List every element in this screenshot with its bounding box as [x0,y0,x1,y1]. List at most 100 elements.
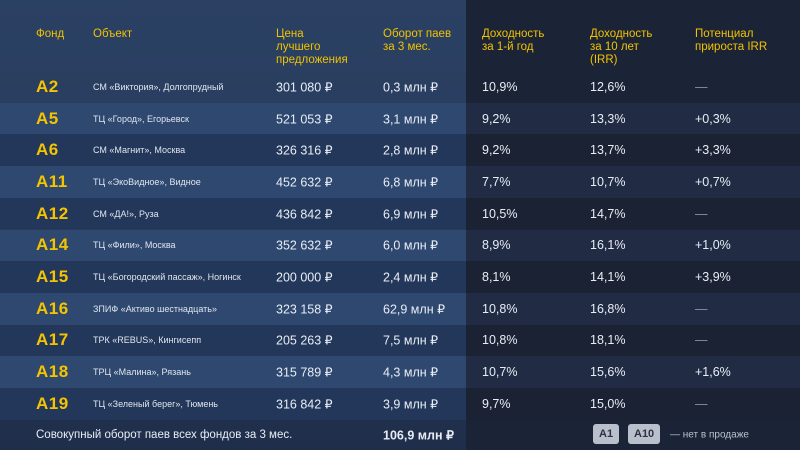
column-header-line: Доходность [482,28,545,40]
cell-turnover: 62,9 млн ₽ [383,302,446,317]
cell-y1: 8,9% [482,238,511,253]
cell-potential: +0,3% [695,111,731,126]
cell-turnover: 3,9 млн ₽ [383,397,439,412]
cell-object: ТЦ «Фили», Москва [93,240,176,251]
row-bg-left [0,229,466,262]
cell-object: ТЦ «Богородский пассаж», Ногинск [93,272,241,283]
cell-fund: A6 [36,140,59,160]
cell-y10: 14,7% [590,206,626,221]
cell-potential: — [695,301,708,316]
column-header-line: Оборот паев [383,28,452,40]
cell-fund: A11 [36,171,68,191]
column-header-line: за 10 лет [590,41,639,53]
cell-object: СМ «Виктория», Долгопрудный [93,81,224,92]
cell-turnover: 3,1 млн ₽ [383,112,439,127]
cell-y10: 15,0% [590,396,626,411]
cell-y1: 10,5% [482,206,518,221]
cell-y10: 16,1% [590,238,626,253]
cell-potential: +3,9% [695,270,731,285]
column-header: Оборот паев за 3 мес. [383,28,451,54]
cell-y1: 10,7% [482,365,518,380]
column-header-line: прироста IRR [695,41,768,53]
column-header: Объект [93,28,132,41]
cell-potential: — [695,206,708,221]
row-bg-left [0,388,466,420]
cell-y1: 9,7% [482,396,511,411]
column-header: Доходность за 1-й год [482,28,544,54]
cell-y10: 16,8% [590,301,626,316]
row-bg-right [466,229,800,262]
table-row: A16 ЗПИФ «Активо шестнадцать» 323 158 ₽ 62,… [0,292,800,325]
cell-y10: 10,7% [590,174,626,189]
cell-fund: A12 [36,203,69,223]
cell-price: 436 842 ₽ [276,207,333,222]
table-row: A14 ТЦ «Фили», Москва 352 632 ₽ 6,0 млн ₽ 8,… [0,229,800,262]
table-row: A19 ТЦ «Зеленый берег», Тюмень 316 842 ₽ 3,… [0,388,800,420]
column-header-line: Объект [93,28,133,40]
row-bg-left [0,356,466,388]
cell-y10: 15,6% [590,365,626,380]
cell-price: 323 158 ₽ [276,302,333,317]
cell-price: 315 789 ₽ [276,365,333,380]
cell-y10: 13,7% [590,143,626,158]
table-header: Фонд Объект Цена лучшего предложения Оборот п… [0,28,800,72]
table-row: A11 ТЦ «ЭкоВидное», Видное 452 632 ₽ 6,8 мл… [0,166,800,198]
cell-object: ТРК «REBUS», Кингисепп [93,335,202,346]
row-bg-left [0,261,466,293]
cell-fund: A16 [36,298,69,318]
cell-fund: A17 [36,330,69,350]
row-bg-right [466,292,800,325]
row-bg-left [0,134,466,167]
column-header-line: Потенциал [695,28,754,40]
row-bg-right [466,356,800,388]
cell-turnover: 6,0 млн ₽ [383,238,439,253]
row-bg-left [0,324,466,357]
column-header-line: предложения [276,54,348,66]
cell-object: ЗПИФ «Активо шестнадцать» [93,303,217,314]
total-turnover-label: Совокупный оборот паев всех фондов за 3 … [36,429,293,441]
cell-price: 200 000 ₽ [276,270,333,285]
cell-object: СМ «ДА!», Руза [93,208,159,219]
row-bg-left [0,292,466,325]
cell-y1: 10,9% [482,79,518,94]
cell-y10: 18,1% [590,333,626,348]
column-header-line: Фонд [36,28,65,40]
cell-price: 205 263 ₽ [276,333,333,348]
cell-price: 301 080 ₽ [276,80,333,95]
cell-object: ТЦ «Город», Егорьевск [93,113,189,124]
cell-y10: 12,6% [590,79,626,94]
cell-price: 316 842 ₽ [276,397,333,412]
column-header-line: за 3 мес. [383,41,431,53]
table-row: A18 ТРЦ «Малина», Рязань 315 789 ₽ 4,3 млн … [0,356,800,388]
cell-y1: 9,2% [482,111,511,126]
cell-fund: A5 [36,108,59,128]
table-row: A5 ТЦ «Город», Егорьевск 521 053 ₽ 3,1 млн … [0,102,800,135]
cell-price: 452 632 ₽ [276,175,333,190]
cell-potential: +1,0% [695,238,731,253]
cell-y10: 14,1% [590,270,626,285]
cell-potential: +3,3% [695,143,731,158]
cell-y1: 8,1% [482,270,511,285]
table-row: A17 ТРК «REBUS», Кингисепп 205 263 ₽ 7,5 мл… [0,324,800,357]
cell-object: СМ «Магнит», Москва [93,145,186,156]
cell-fund: A19 [36,393,69,413]
cell-y1: 7,7% [482,174,511,189]
row-bg-right [466,324,800,357]
column-header: Потенциал прироста IRR [695,28,767,54]
row-bg-left [0,197,466,230]
column-header-line: за 1-й год [482,41,534,53]
cell-y10: 13,3% [590,111,626,126]
cell-object: ТЦ «Зеленый берег», Тюмень [93,398,218,409]
column-header-line: (IRR) [590,54,618,66]
cell-fund: A14 [36,235,69,255]
cell-fund: A15 [36,267,69,287]
cell-potential: +1,6% [695,365,731,380]
cell-fund: A2 [36,76,59,96]
footer: Совокупный оборот паев всех фондов за 3 … [0,420,800,450]
total-turnover-value: 106,9 млн ₽ [383,428,454,443]
cell-turnover: 7,5 млн ₽ [383,333,439,348]
cell-object: ТЦ «ЭкоВидное», Видное [93,176,201,187]
cell-y1: 9,2% [482,143,511,158]
cell-turnover: 6,8 млн ₽ [383,175,439,190]
cell-turnover: 0,3 млн ₽ [383,80,439,95]
